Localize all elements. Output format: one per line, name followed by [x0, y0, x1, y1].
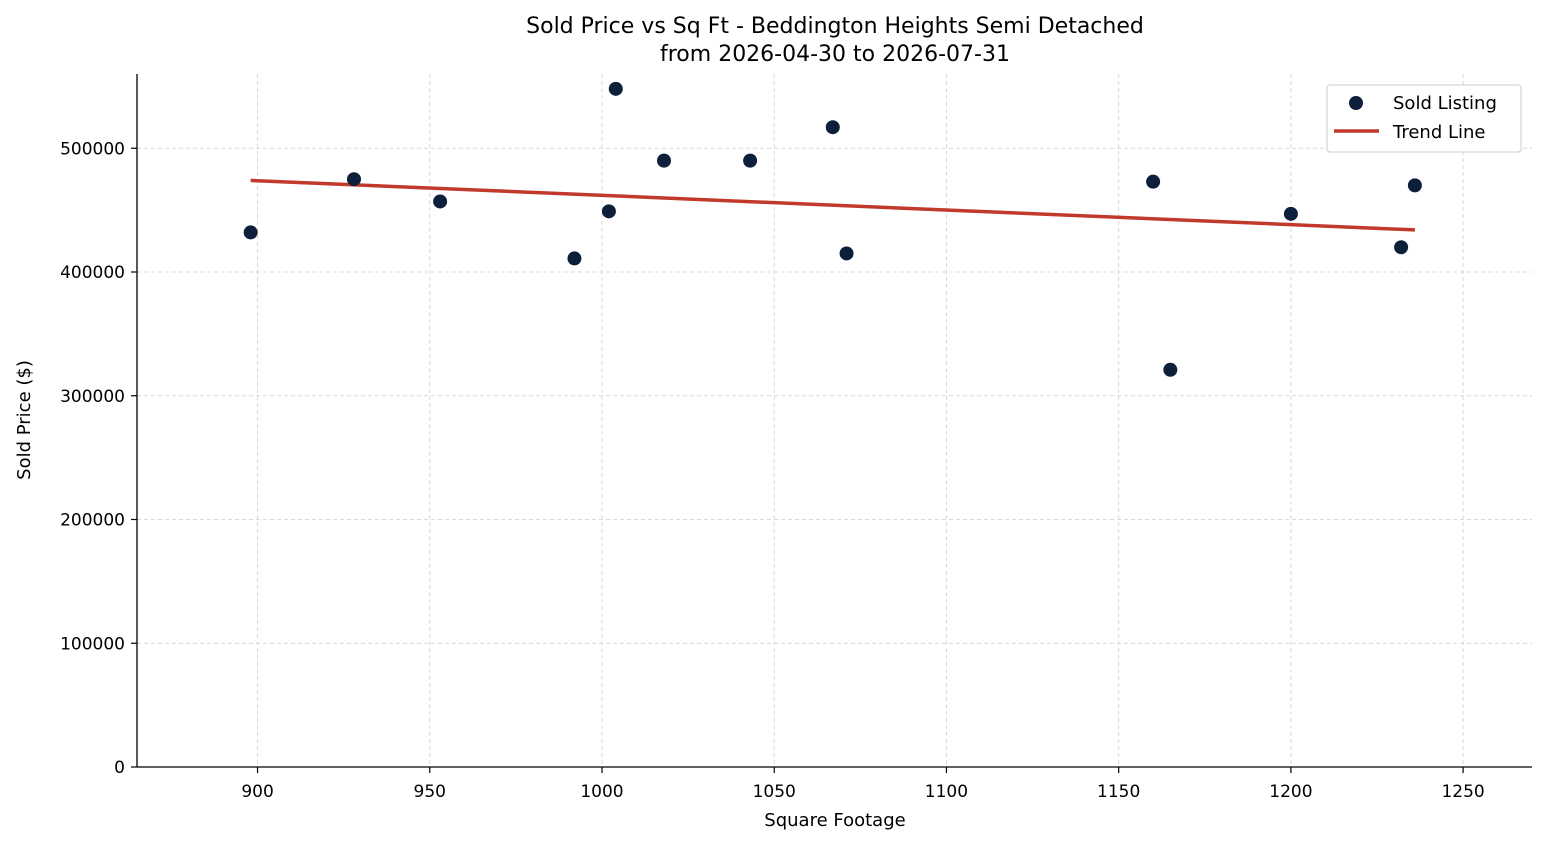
y-tick-label: 100000 — [60, 634, 125, 654]
y-tick-label: 400000 — [60, 263, 125, 283]
y-tick-label: 300000 — [60, 387, 125, 407]
scatter-point — [1163, 362, 1178, 377]
trend-line — [250, 178, 1415, 232]
legend-marker-sold-listing — [1349, 96, 1363, 110]
scatter-point — [433, 194, 448, 209]
y-axis-ticks: 0 100000 200000 300000 400000 500000 — [60, 139, 137, 778]
scatter-point — [1407, 178, 1422, 193]
x-tick-label: 1050 — [753, 782, 796, 802]
legend: Sold Listing Trend Line — [1326, 84, 1522, 153]
scatter-point — [825, 120, 840, 135]
trend-line-layer — [250, 178, 1415, 232]
scatter-point — [347, 172, 361, 187]
scatter-point — [839, 246, 854, 261]
x-tick-label: 900 — [241, 782, 273, 802]
x-tick-label: 1100 — [925, 782, 968, 802]
y-tick-label: 200000 — [60, 511, 125, 531]
chart-title-line1: Sold Price vs Sq Ft - Beddington Heights… — [526, 14, 1144, 39]
scatter-point — [243, 225, 258, 240]
legend-label-trend-line: Trend Line — [1392, 122, 1486, 143]
x-axis-title: Square Footage — [764, 810, 905, 831]
scatter-point — [1394, 240, 1409, 255]
grid-lines — [137, 74, 1532, 767]
x-tick-label: 1250 — [1441, 782, 1484, 802]
x-tick-label: 1000 — [580, 782, 623, 802]
scatter-point — [1146, 174, 1161, 189]
x-tick-label: 1200 — [1269, 782, 1312, 802]
scatter-point — [657, 153, 671, 168]
scatter-point — [608, 81, 623, 96]
scatter-points-layer — [243, 81, 1422, 377]
x-tick-label: 1150 — [1097, 782, 1140, 802]
scatter-point — [1283, 206, 1298, 221]
chart-title-line2: from 2026-04-30 to 2026-07-31 — [660, 42, 1010, 67]
legend-label-sold-listing: Sold Listing — [1393, 93, 1497, 114]
y-tick-label: 0 — [114, 758, 125, 778]
x-axis-ticks: 900 950 1000 1050 1100 1150 1200 1250 — [241, 767, 1485, 802]
y-axis-title: Sold Price ($) — [14, 360, 35, 480]
legend-box — [1326, 84, 1522, 153]
scatter-point — [601, 204, 616, 219]
scatter-point — [567, 251, 582, 266]
y-tick-label: 500000 — [60, 139, 125, 159]
scatter-point — [743, 153, 758, 168]
x-tick-label: 950 — [414, 782, 446, 802]
